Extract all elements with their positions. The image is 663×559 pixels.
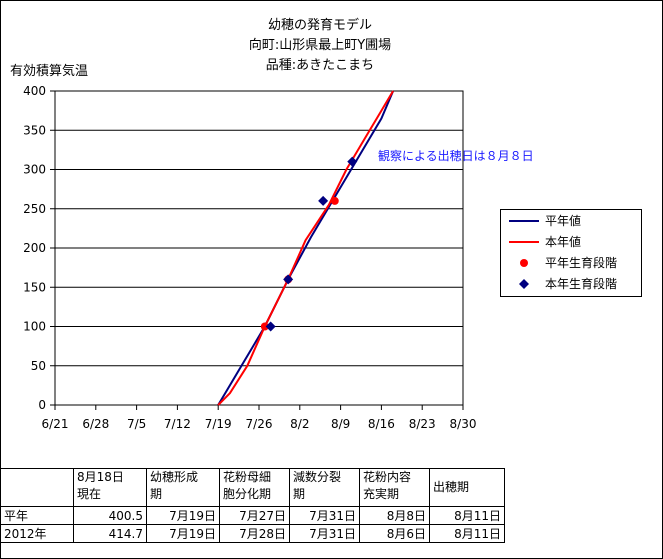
table-cell: 400.5 [73,506,147,525]
y-tick-label: 0 [38,398,46,412]
x-tick-label: 7/5 [127,417,146,431]
y-tick-label: 400 [23,84,46,98]
x-tick-label: 8/9 [331,417,350,431]
table-cell: 7月19日 [146,524,220,543]
table-cell: 2012年 [0,524,74,543]
stage-marker [283,274,294,285]
table-header-cell [0,468,74,507]
table-cell: 7月28日 [219,524,290,543]
table-header-cell: 減数分裂期 [289,468,360,507]
x-tick-label: 6/28 [82,417,109,431]
table-cell: 8月11日 [429,506,505,525]
legend-label: 本年生育段階 [545,277,618,291]
table-cell: 8月11日 [429,524,505,543]
series-line [217,90,395,406]
y-axis-label: 有効積算気温 [10,64,89,79]
table-cell: 8月6日 [359,524,430,543]
x-tick-label: 6/21 [42,417,69,431]
y-tick-label: 100 [23,320,46,334]
table-cell: 414.7 [73,524,147,543]
x-tick-label: 7/19 [205,417,232,431]
stage-marker [347,156,358,167]
legend-label: 本年値 [545,235,582,249]
chart-title-line-2: 向町:山形県最上町Y圃場 [248,38,392,53]
legend-item-current-stage: 本年生育段階 [501,274,641,294]
table-header-cell: 幼穂形成期 [146,468,220,507]
legend-navy-diamond-icon [519,279,529,289]
y-tick-label: 200 [23,241,46,255]
table-header-cell: 8月18日 現在 [73,468,147,507]
legend-label: 平年値 [545,214,582,228]
table-cell: 7月19日 [146,506,220,525]
legend-red-line-icon [509,241,539,243]
x-tick-label: 7/26 [246,417,273,431]
series-line [217,90,394,406]
heading-date-annotation: 観察による出穂日は８月８日 [378,149,534,163]
table-header-cell: 出穂期 [429,468,505,507]
y-tick-label: 250 [23,202,46,216]
legend-label: 平年生育段階 [545,256,618,270]
stage-marker [260,322,269,331]
table-header-cell: 花粉内容 充実期 [359,468,430,507]
x-tick-label: 7/12 [164,417,191,431]
growth-stage-table: 8月18日 現在 幼穂形成期 花粉母細 胞分化期 減数分裂期 花粉内容 充実期 出穂期… [0,468,505,543]
table-header-cell: 花粉母細 胞分化期 [219,468,290,507]
table-header-row: 8月18日 現在 幼穂形成期 花粉母細 胞分化期 減数分裂期 花粉内容 充実期 出穂期 [0,468,505,507]
legend-red-circle-icon [520,259,528,267]
legend-navy-line-icon [509,220,539,222]
table-cell: 7月31日 [289,506,360,525]
stage-marker [330,196,339,205]
stage-marker [318,195,329,206]
table-cell: 7月27日 [219,506,290,525]
line-chart: 0 50 100 150 200 250 300 350 400 6/21 6/28 7/5 7/12 7… [23,84,477,431]
y-tick-label: 150 [23,280,46,294]
table-row: 2012年 414.7 7月19日 7月28日 7月31日 8月6日 8月11日 [0,524,505,543]
legend-item-current-line: 本年値 [501,232,641,252]
y-tick-label: 50 [31,359,46,373]
stage-marker [265,321,276,332]
legend-item-normal-line: 平年値 [501,211,641,231]
table-row: 平年 400.5 7月19日 7月27日 7月31日 8月8日 8月11日 [0,506,505,525]
chart-title-line-3: 品種:あきたこまち [265,58,375,73]
x-tick-label: 8/30 [450,417,477,431]
x-tick-label: 8/2 [290,417,309,431]
legend-item-normal-stage: 平年生育段階 [501,253,641,273]
chart-legend: 平年値 本年値 平年生育段階 本年生育段階 [500,209,642,297]
y-tick-label: 350 [23,123,46,137]
table-cell: 平年 [0,506,74,525]
chart-title-line-1: 幼穂の発育モデル [267,18,372,33]
table-cell: 7月31日 [289,524,360,543]
x-tick-label: 8/23 [409,417,436,431]
table-cell: 8月8日 [359,506,430,525]
y-tick-label: 300 [23,163,46,177]
x-tick-label: 8/16 [368,417,395,431]
